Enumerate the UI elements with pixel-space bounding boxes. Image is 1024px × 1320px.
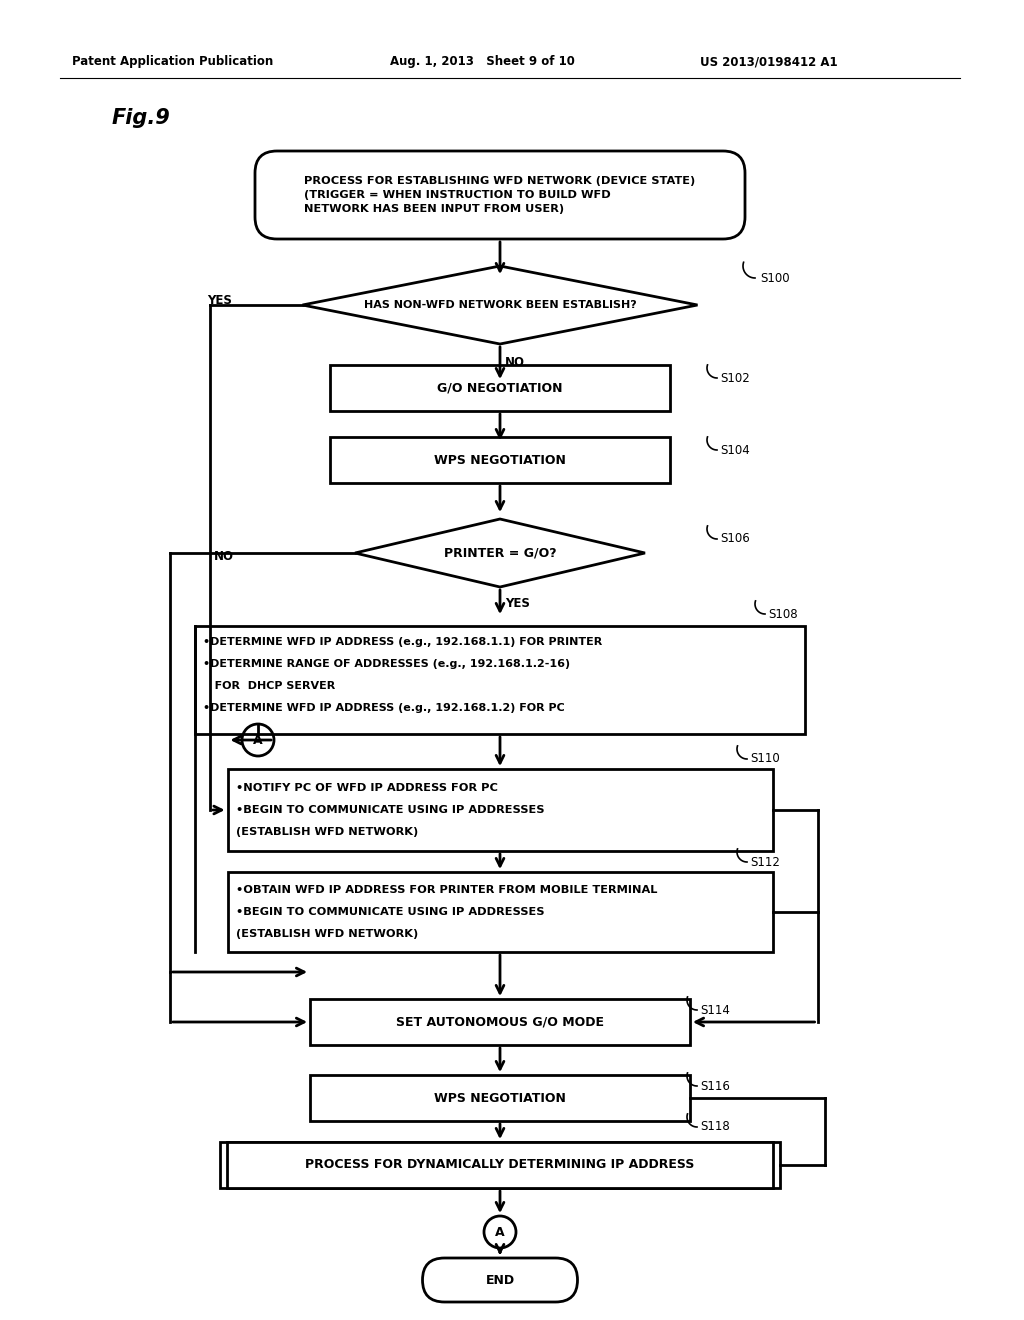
Text: (ESTABLISH WFD NETWORK): (ESTABLISH WFD NETWORK) [236,929,418,939]
Text: PRINTER = G/O?: PRINTER = G/O? [443,546,556,560]
Bar [310,999,690,1045]
Text: SET AUTONOMOUS G/O MODE: SET AUTONOMOUS G/O MODE [396,1015,604,1028]
Text: (ESTABLISH WFD NETWORK): (ESTABLISH WFD NETWORK) [236,828,418,837]
Text: S106: S106 [720,532,750,545]
Text: •DETERMINE WFD IP ADDRESS (e.g., 192.168.1.2) FOR PC: •DETERMINE WFD IP ADDRESS (e.g., 192.168… [203,704,565,713]
Text: NO: NO [214,549,234,562]
Polygon shape [302,267,697,345]
Text: S100: S100 [760,272,790,285]
Text: END: END [485,1274,515,1287]
Text: S118: S118 [700,1121,730,1134]
Text: PROCESS FOR ESTABLISHING WFD NETWORK (DEVICE STATE)
(TRIGGER = WHEN INSTRUCTION : PROCESS FOR ESTABLISHING WFD NETWORK (DE… [304,177,695,214]
Bar [195,626,805,734]
Text: HAS NON-WFD NETWORK BEEN ESTABLISH?: HAS NON-WFD NETWORK BEEN ESTABLISH? [364,300,636,310]
FancyBboxPatch shape [423,1258,578,1302]
Text: YES: YES [207,293,231,306]
Bar [220,1142,780,1188]
Text: S108: S108 [768,607,798,620]
Bar [227,873,772,952]
Bar [330,366,670,411]
Text: •DETERMINE WFD IP ADDRESS (e.g., 192.168.1.1) FOR PRINTER: •DETERMINE WFD IP ADDRESS (e.g., 192.168… [203,638,602,647]
Text: Patent Application Publication: Patent Application Publication [72,55,273,69]
Text: S116: S116 [700,1080,730,1093]
Text: WPS NEGOTIATION: WPS NEGOTIATION [434,1092,566,1105]
Bar [310,1074,690,1121]
Text: S102: S102 [720,371,750,384]
Text: S104: S104 [720,444,750,457]
Text: S110: S110 [750,752,779,766]
Text: US 2013/0198412 A1: US 2013/0198412 A1 [700,55,838,69]
Text: •NOTIFY PC OF WFD IP ADDRESS FOR PC: •NOTIFY PC OF WFD IP ADDRESS FOR PC [236,783,498,793]
Text: S114: S114 [700,1003,730,1016]
Text: A: A [496,1225,505,1238]
Text: PROCESS FOR DYNAMICALLY DETERMINING IP ADDRESS: PROCESS FOR DYNAMICALLY DETERMINING IP A… [305,1159,694,1172]
Text: •BEGIN TO COMMUNICATE USING IP ADDRESSES: •BEGIN TO COMMUNICATE USING IP ADDRESSES [236,907,544,917]
FancyBboxPatch shape [255,150,745,239]
Text: Fig.9: Fig.9 [112,108,171,128]
Text: •OBTAIN WFD IP ADDRESS FOR PRINTER FROM MOBILE TERMINAL: •OBTAIN WFD IP ADDRESS FOR PRINTER FROM … [236,884,656,895]
Text: A: A [253,734,263,747]
Bar [330,437,670,483]
Text: •DETERMINE RANGE OF ADDRESSES (e.g., 192.168.1.2-16): •DETERMINE RANGE OF ADDRESSES (e.g., 192… [203,659,570,669]
Text: Aug. 1, 2013   Sheet 9 of 10: Aug. 1, 2013 Sheet 9 of 10 [390,55,574,69]
Bar [227,1142,773,1188]
Bar [227,770,772,851]
Text: YES: YES [505,597,529,610]
Text: S112: S112 [750,855,780,869]
Text: •BEGIN TO COMMUNICATE USING IP ADDRESSES: •BEGIN TO COMMUNICATE USING IP ADDRESSES [236,805,544,814]
Text: NO: NO [505,356,525,370]
Text: G/O NEGOTIATION: G/O NEGOTIATION [437,381,563,395]
Text: FOR  DHCP SERVER: FOR DHCP SERVER [203,681,335,690]
Polygon shape [355,519,645,587]
Text: WPS NEGOTIATION: WPS NEGOTIATION [434,454,566,466]
